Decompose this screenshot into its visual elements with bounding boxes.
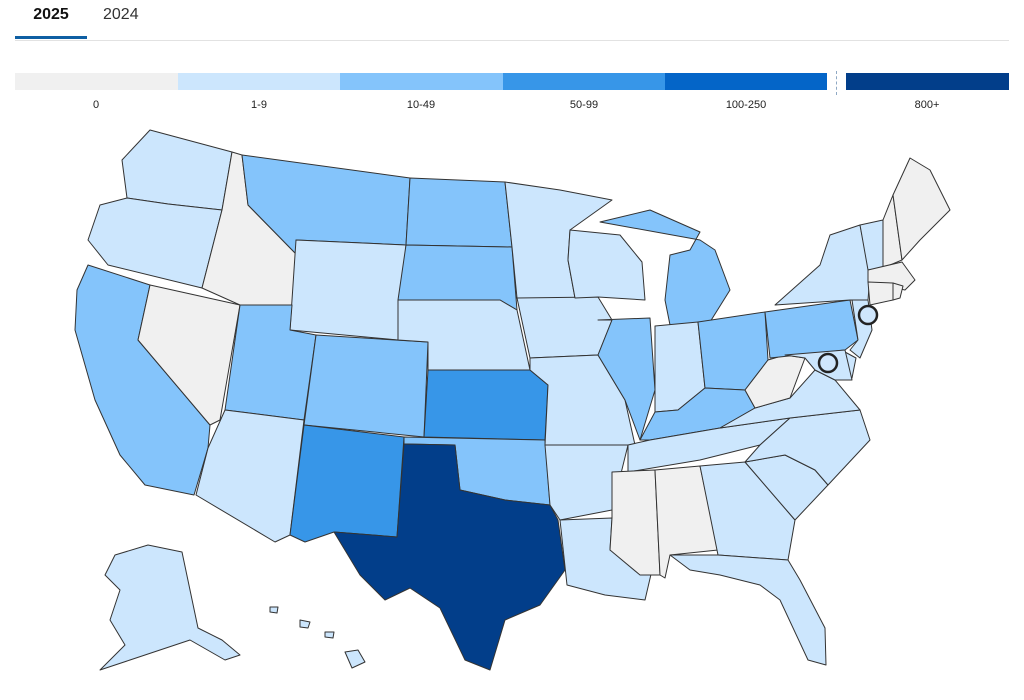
state-nevada[interactable] xyxy=(137,284,241,426)
dc-marker[interactable] xyxy=(817,352,839,374)
us-map xyxy=(0,120,1024,700)
state-new-mexico[interactable] xyxy=(289,424,405,543)
legend-label-100-250: 100-250 xyxy=(725,99,767,111)
state-rhode-island[interactable] xyxy=(892,282,904,301)
legend-swatch-50-99 xyxy=(503,73,665,90)
tab-2024[interactable]: 2024 xyxy=(103,6,139,23)
state-michigan[interactable] xyxy=(599,209,731,326)
legend-label-800-plus: 800+ xyxy=(914,99,940,111)
legend-label-10-49: 10-49 xyxy=(406,99,436,111)
state-pennsylvania[interactable] xyxy=(764,299,859,359)
state-texas[interactable] xyxy=(333,443,566,671)
state-iowa[interactable] xyxy=(516,296,613,359)
legend-label-50-99: 50-99 xyxy=(569,99,599,111)
legend-label-0: 0 xyxy=(92,99,100,111)
legend: 0 1-9 10-49 50-99 100-250 800+ xyxy=(15,71,1009,113)
nyc-marker[interactable] xyxy=(857,304,879,326)
state-alaska[interactable] xyxy=(99,544,241,671)
legend-divider xyxy=(836,71,837,95)
legend-label-1-9: 1-9 xyxy=(251,99,267,111)
state-wyoming[interactable] xyxy=(289,239,407,341)
state-oregon[interactable] xyxy=(87,197,223,289)
state-wisconsin[interactable] xyxy=(567,229,646,301)
state-maine[interactable] xyxy=(892,157,951,261)
state-kansas[interactable] xyxy=(423,369,549,441)
legend-swatch-800-plus xyxy=(846,73,1009,90)
legend-swatch-1-9 xyxy=(178,73,340,90)
state-arizona[interactable] xyxy=(195,409,305,543)
legend-swatch-100-250 xyxy=(665,73,827,90)
state-new-york[interactable] xyxy=(774,224,871,306)
state-florida[interactable] xyxy=(669,554,827,666)
tab-2025[interactable]: 2025 xyxy=(33,6,69,23)
state-washington[interactable] xyxy=(121,129,233,211)
state-colorado[interactable] xyxy=(303,334,429,438)
year-tabs: 2025 2024 xyxy=(15,0,1009,41)
legend-swatch-10-49 xyxy=(340,73,503,90)
active-tab-indicator xyxy=(15,36,87,39)
state-hawaii[interactable] xyxy=(269,606,366,669)
state-connecticut[interactable] xyxy=(867,281,894,306)
state-arkansas[interactable] xyxy=(544,444,629,521)
state-georgia[interactable] xyxy=(699,461,796,561)
legend-swatch-0 xyxy=(15,73,178,90)
state-north-dakota[interactable] xyxy=(405,177,513,248)
state-illinois[interactable] xyxy=(597,317,656,441)
